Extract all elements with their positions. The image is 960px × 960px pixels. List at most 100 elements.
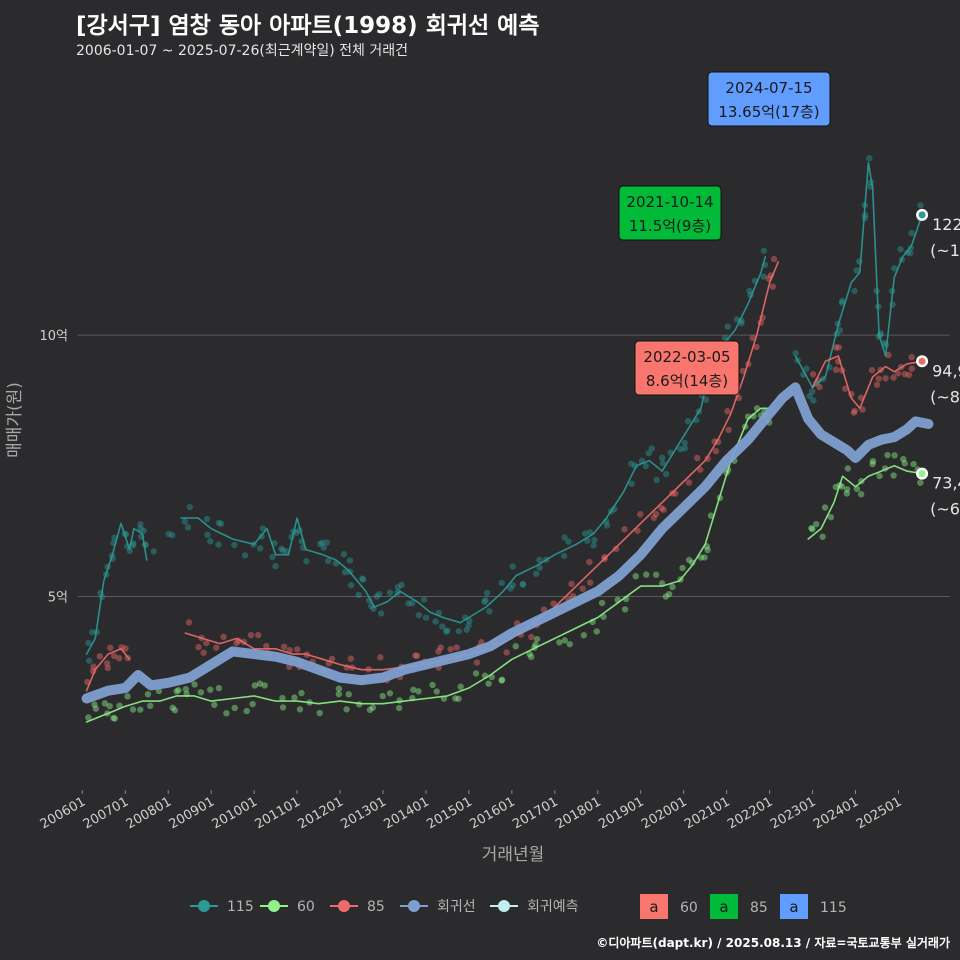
point-115 [347, 582, 355, 589]
point-60 [171, 707, 179, 714]
point-115b [906, 249, 914, 257]
series-line-85b [811, 355, 923, 410]
point-60b [910, 460, 917, 468]
end-value-60: 73,461 [932, 474, 960, 493]
point-115 [203, 515, 211, 523]
x-tick-label-14: 202001 [639, 794, 689, 832]
x-tick-label-4: 201001 [210, 794, 260, 832]
point-60b [813, 520, 820, 528]
point-85 [412, 652, 419, 659]
point-60 [85, 714, 92, 721]
point-60 [561, 637, 569, 644]
point-115 [150, 548, 157, 555]
point-85 [724, 408, 731, 415]
callout-date-85: 2021-10-14 [626, 193, 713, 211]
x-tick-label-9: 201501 [424, 794, 474, 832]
point-85 [550, 600, 557, 607]
point-115 [319, 539, 326, 546]
x-tick-label-0: 200601 [38, 794, 88, 832]
legend-marker-115 [198, 900, 210, 912]
legend-marker-85 [338, 900, 350, 912]
point-115 [648, 445, 656, 452]
point-60 [621, 606, 629, 613]
legend-box-label-box60: 60 [680, 900, 698, 916]
point-115 [415, 611, 423, 619]
x-tick-label-1: 200701 [81, 794, 131, 832]
point-115 [733, 316, 741, 323]
point-115b [838, 299, 846, 306]
point-85 [103, 660, 111, 667]
y-tick-label-0: 5억 [48, 591, 68, 606]
point-60b [901, 460, 909, 467]
point-85b [832, 366, 840, 373]
point-60 [335, 690, 343, 698]
point-115 [303, 557, 310, 565]
point-115 [684, 418, 692, 425]
point-85 [586, 558, 593, 566]
point-85 [749, 334, 756, 342]
legend-box-label-box115: 115 [820, 900, 847, 916]
point-60b [843, 486, 851, 493]
point-85 [447, 645, 454, 653]
point-60 [598, 599, 606, 607]
point-115b [810, 397, 817, 404]
point-60 [632, 572, 639, 580]
point-115 [658, 454, 666, 461]
point-115 [659, 460, 667, 467]
end-value-85: 94,950 [932, 361, 960, 380]
point-60b [821, 504, 829, 511]
x-tick-label-17: 202301 [768, 794, 818, 832]
point-85 [328, 655, 336, 663]
point-60b [827, 513, 835, 521]
point-85 [579, 585, 586, 592]
x-tick-label-10: 201601 [467, 794, 517, 832]
point-115b [866, 154, 873, 162]
point-115 [341, 569, 349, 576]
callout-date-115: 2024-07-15 [725, 79, 812, 97]
point-60 [191, 681, 198, 688]
point-85 [116, 655, 123, 662]
point-85b [890, 374, 897, 381]
point-115 [746, 287, 753, 295]
x-tick-label-18: 202401 [811, 794, 861, 832]
legend-label-115: 115 [227, 899, 254, 915]
callout-price-60: 8.6억(14층) [646, 372, 728, 390]
point-60b [869, 460, 876, 468]
point-85b [851, 407, 858, 415]
point-60 [369, 704, 377, 711]
point-85 [694, 454, 701, 462]
point-85b [882, 375, 889, 382]
point-115 [231, 541, 238, 549]
end-marker-85 [918, 357, 926, 365]
point-115b [853, 267, 860, 274]
legend-label-pred: 회귀예측 [527, 899, 579, 915]
x-tick-label-6: 201201 [296, 794, 346, 832]
point-85b [873, 381, 881, 389]
point-115 [432, 618, 439, 625]
end-value-115: 122,950 [932, 215, 960, 234]
point-60 [457, 683, 464, 690]
point-115 [398, 581, 405, 589]
point-60 [335, 685, 343, 692]
point-85 [377, 654, 384, 661]
point-85b [894, 370, 902, 377]
point-60 [182, 685, 190, 693]
point-115 [561, 534, 568, 541]
point-60 [526, 650, 533, 658]
legend-box-box115 [780, 894, 808, 919]
point-85 [293, 646, 301, 653]
x-tick-label-2: 200801 [124, 794, 174, 832]
point-115b [792, 349, 799, 357]
legend-label-reg: 회귀선 [437, 899, 476, 915]
point-85 [213, 644, 220, 651]
point-85 [473, 659, 481, 666]
point-60 [316, 709, 323, 717]
legend-box-box60 [640, 894, 668, 919]
point-60 [197, 689, 205, 696]
point-115 [359, 576, 367, 583]
point-60 [343, 706, 350, 713]
point-85b [809, 371, 817, 378]
point-85 [658, 504, 665, 512]
point-115b [839, 297, 846, 305]
y-axis-label: 매매가(원) [5, 382, 25, 458]
